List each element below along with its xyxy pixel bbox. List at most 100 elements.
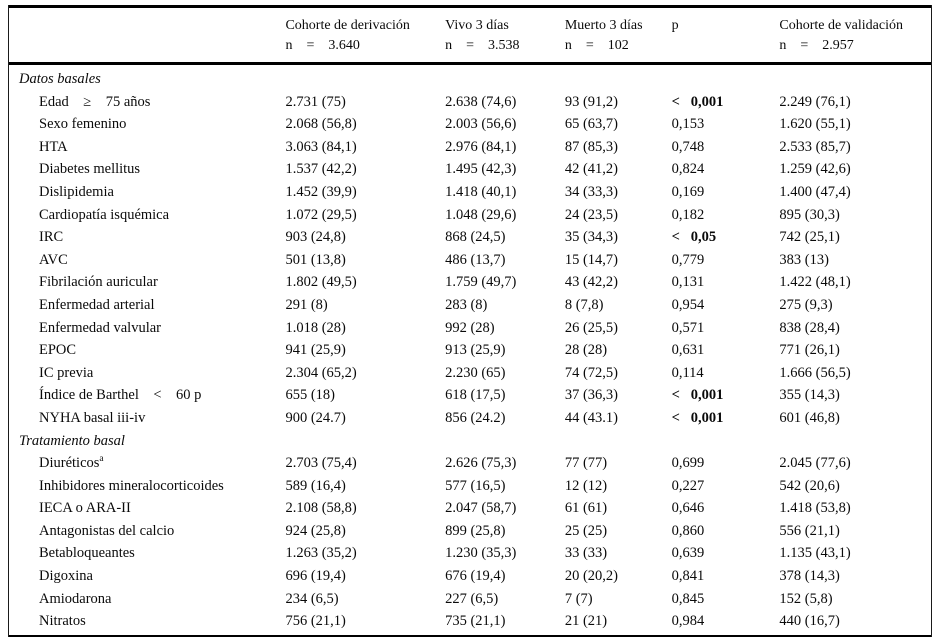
derivation-cohort-value: 2.304 (65,2) xyxy=(285,364,357,381)
validation-cohort-value: 742 (25,1) xyxy=(779,229,840,246)
p-value: 0,748 xyxy=(671,138,705,155)
p-value: 0,114 xyxy=(671,364,704,381)
alive-3-days-value: 1.495 (42,3) xyxy=(445,161,517,178)
table-row: Diabetes mellitus 1.537 (42,2) 1.495 (42,3… xyxy=(9,158,931,181)
validation-cohort-value: 601 (46,8) xyxy=(779,409,840,426)
validation-cohort-value: 1.666 (56,5) xyxy=(779,364,851,381)
derivation-cohort-value: 2.703 (75,4) xyxy=(285,455,357,472)
validation-cohort-value: 2.533 (85,7) xyxy=(779,138,851,155)
validation-cohort-value: 1.418 (53,8) xyxy=(779,500,851,517)
p-value: 0,860 xyxy=(671,522,705,539)
row-label: Edad ≥ 75 años xyxy=(39,93,151,110)
header-cell-rowlabels xyxy=(9,16,285,56)
table-row: Enfermedad arterial 291 (8) 283 (8) 8 (7,8)… xyxy=(9,294,931,317)
alive-3-days-value: 1.230 (35,3) xyxy=(445,545,517,562)
validation-cohort-value: 1.620 (55,1) xyxy=(779,116,851,133)
derivation-cohort-value: 2.731 (75) xyxy=(285,93,346,110)
table-row: Índice de Barthel < 60 p 655 (18) 618 (17,… xyxy=(9,384,931,407)
column-title: Cohorte de validación xyxy=(779,18,903,33)
header-cell-p-value: p xyxy=(672,16,780,56)
table-row: Fibrilación auricular 1.802 (49,5) 1.759 (… xyxy=(9,271,931,294)
table-row: AVC 501 (13,8) 486 (13,7) 15 (14,7) 0,779 383… xyxy=(9,249,931,272)
derivation-cohort-value: 234 (6,5) xyxy=(285,590,339,607)
row-label: Amiodarona xyxy=(39,590,112,607)
alive-3-days-value: 992 (28) xyxy=(445,319,495,336)
header-cell-validation-cohort: Cohorte de validación n = 2.957 xyxy=(779,16,931,56)
dead-3-days-value: 87 (85,3) xyxy=(564,138,618,155)
alive-3-days-value: 283 (8) xyxy=(445,296,488,313)
row-label: Fibrilación auricular xyxy=(39,274,158,291)
p-value: 0,131 xyxy=(671,274,705,291)
validation-cohort-value: 542 (20,6) xyxy=(779,477,840,494)
row-label: IC previa xyxy=(39,364,94,381)
validation-cohort-value: 556 (21,1) xyxy=(779,522,840,539)
dead-3-days-value: 74 (72,5) xyxy=(564,364,618,381)
p-value: 0,984 xyxy=(671,613,705,630)
derivation-cohort-value: 2.068 (56,8) xyxy=(285,116,357,133)
derivation-cohort-value: 1.537 (42,2) xyxy=(285,161,357,178)
section-title: Tratamiento basal xyxy=(19,432,125,449)
row-label: Diuréticosa xyxy=(39,454,104,472)
p-value: 0,631 xyxy=(671,342,705,359)
table-row: Inhibidores mineralocorticoides 589 (16,4… xyxy=(9,475,931,498)
validation-cohort-value: 440 (16,7) xyxy=(779,613,840,630)
alive-3-days-value: 1.048 (29,6) xyxy=(445,206,517,223)
row-label: Cardiopatía isquémica xyxy=(39,206,170,223)
alive-3-days-value: 2.047 (58,7) xyxy=(445,500,517,517)
alive-3-days-value: 577 (16,5) xyxy=(445,477,506,494)
derivation-cohort-value: 900 (24.7) xyxy=(285,409,346,426)
cohort-characteristics-table: Cohorte de derivación n = 3.640 Vivo 3 d… xyxy=(8,5,932,637)
derivation-cohort-value: 589 (16,4) xyxy=(285,477,346,494)
header-cell-alive-3-days: Vivo 3 días n = 3.538 xyxy=(445,16,565,56)
p-value: 0,954 xyxy=(671,296,705,313)
derivation-cohort-value: 1.263 (35,2) xyxy=(285,545,357,562)
row-label: Digoxina xyxy=(39,568,93,585)
derivation-cohort-value: 291 (8) xyxy=(285,296,328,313)
derivation-cohort-value: 756 (21,1) xyxy=(285,613,346,630)
validation-cohort-value: 838 (28,4) xyxy=(779,319,840,336)
table-row: Dislipidemia 1.452 (39,9) 1.418 (40,1) 34 (… xyxy=(9,181,931,204)
validation-cohort-value: 383 (13) xyxy=(779,251,829,268)
column-n: n = 3.538 xyxy=(445,38,520,53)
validation-cohort-value: 378 (14,3) xyxy=(779,568,840,585)
dead-3-days-value: 25 (25) xyxy=(564,522,608,539)
validation-cohort-value: 1.135 (43,1) xyxy=(779,545,851,562)
validation-cohort-value: 771 (26,1) xyxy=(779,342,840,359)
p-value: 0,699 xyxy=(671,455,705,472)
alive-3-days-value: 1.759 (49,7) xyxy=(445,274,517,291)
row-label: Sexo femenino xyxy=(39,116,127,133)
dead-3-days-value: 65 (63,7) xyxy=(564,116,618,133)
table-row: IRC 903 (24,8) 868 (24,5) 35 (34,3) < 0,05 74… xyxy=(9,226,931,249)
dead-3-days-value: 21 (21) xyxy=(564,613,608,630)
section-title: Datos basales xyxy=(19,71,101,87)
row-label: IRC xyxy=(39,229,64,246)
dead-3-days-value: 28 (28) xyxy=(564,342,608,359)
validation-cohort-value: 895 (30,3) xyxy=(779,206,840,223)
alive-3-days-value: 2.003 (56,6) xyxy=(445,116,517,133)
row-label: Antagonistas del calcio xyxy=(39,522,175,539)
table-row: IECA o ARA-II 2.108 (58,8) 2.047 (58,7) 61 … xyxy=(9,497,931,520)
p-value: 0,153 xyxy=(671,116,705,133)
alive-3-days-value: 2.638 (74,6) xyxy=(445,93,517,110)
dead-3-days-value: 12 (12) xyxy=(564,477,608,494)
footnote-marker: a xyxy=(99,454,104,465)
table-row: Antagonistas del calcio 924 (25,8) 899 (25… xyxy=(9,520,931,543)
derivation-cohort-value: 1.072 (29,5) xyxy=(285,206,357,223)
dead-3-days-value: 37 (36,3) xyxy=(564,387,618,404)
validation-cohort-value: 1.259 (42,6) xyxy=(779,161,851,178)
alive-3-days-value: 1.418 (40,1) xyxy=(445,183,517,200)
table-row: Digoxina 696 (19,4) 676 (19,4) 20 (20,2) 0,8… xyxy=(9,565,931,588)
dead-3-days-value: 35 (34,3) xyxy=(564,229,618,246)
table-header-row: Cohorte de derivación n = 3.640 Vivo 3 d… xyxy=(9,5,931,65)
p-value: 0,639 xyxy=(671,545,705,562)
table-row: EPOC 941 (25,9) 913 (25,9) 28 (28) 0,631 771 … xyxy=(9,339,931,362)
p-value: 0,841 xyxy=(671,568,705,585)
row-label: Inhibidores mineralocorticoides xyxy=(39,477,224,494)
dead-3-days-value: 44 (43.1) xyxy=(564,409,618,426)
column-title: Vivo 3 días xyxy=(445,18,509,33)
derivation-cohort-value: 655 (18) xyxy=(285,387,335,404)
derivation-cohort-value: 696 (19,4) xyxy=(285,568,346,585)
p-value: 0,779 xyxy=(671,251,705,268)
table-body: Datos basales Edad ≥ 75 años 2.731 (75) 2.6… xyxy=(9,65,931,637)
row-label: AVC xyxy=(39,251,68,268)
